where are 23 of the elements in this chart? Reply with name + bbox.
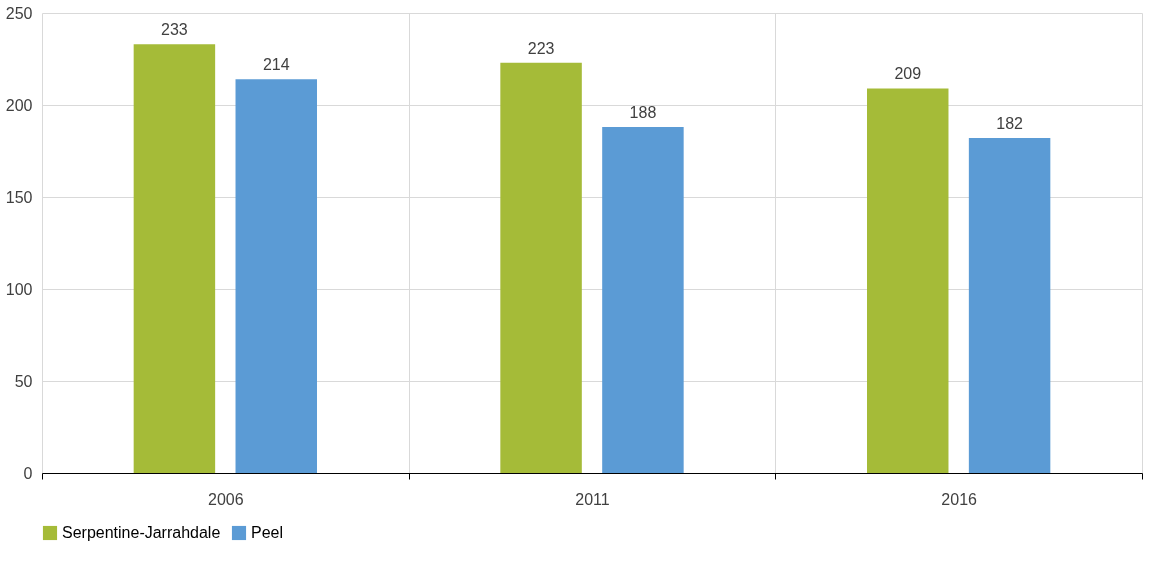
y-tick-label: 0 — [23, 464, 33, 482]
legend-label: Serpentine-Jarrahdale — [62, 524, 221, 541]
y-tick-label: 200 — [5, 96, 33, 114]
y-tick-label: 100 — [5, 280, 33, 298]
bar — [602, 127, 684, 473]
bar — [235, 79, 317, 473]
data-label: 214 — [262, 56, 290, 74]
bar — [968, 138, 1051, 473]
data-label: 223 — [527, 39, 555, 57]
data-label: 188 — [629, 104, 657, 122]
y-tick-label: 250 — [5, 4, 33, 22]
data-label: 209 — [894, 65, 922, 83]
data-label: 182 — [996, 115, 1024, 133]
legend-label: Peel — [251, 524, 284, 541]
y-tick-label: 150 — [5, 188, 33, 206]
data-label: 233 — [161, 21, 188, 39]
x-tick-label: 2011 — [575, 490, 610, 508]
y-tick-label: 50 — [14, 372, 33, 390]
x-tick-label: 2016 — [941, 490, 978, 508]
bar — [133, 44, 216, 473]
bar — [500, 62, 582, 473]
bar — [867, 88, 949, 473]
x-tick-label: 2006 — [208, 490, 244, 508]
